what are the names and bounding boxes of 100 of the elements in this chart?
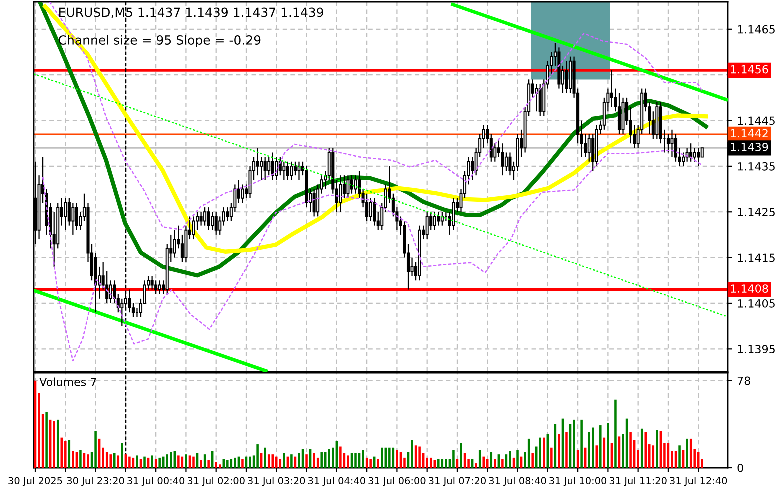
ref-line-label: 1.1439 [731, 142, 768, 152]
candlestick [508, 152, 512, 176]
candlestick [271, 152, 274, 181]
bar [509, 451, 512, 468]
candlestick [339, 175, 342, 213]
bar [136, 456, 138, 468]
candlestick [226, 207, 230, 222]
bar [482, 456, 485, 468]
candlestick [260, 156, 264, 181]
bar [445, 459, 448, 468]
bar [242, 459, 244, 468]
bar [151, 456, 154, 468]
candlestick [565, 60, 568, 94]
candlestick [433, 212, 436, 231]
bar [53, 421, 56, 468]
candlestick [256, 148, 260, 176]
candlestick [241, 184, 244, 204]
bar [539, 438, 542, 468]
y-tick-label: 1.1435 [738, 162, 775, 171]
bar [283, 453, 286, 468]
candlestick [214, 212, 218, 236]
bar [434, 460, 436, 468]
x-tick-label: 31 Jul 04:40 [308, 477, 366, 486]
candlestick [207, 207, 210, 231]
candlestick [482, 124, 486, 149]
x-tick-label: 31 Jul 00:40 [128, 477, 185, 486]
bar [362, 450, 364, 468]
y-tick-label: 1.1465 [738, 25, 775, 34]
candlestick [64, 198, 68, 231]
candlestick [268, 156, 271, 176]
y-tick-label: 1.1445 [738, 116, 775, 126]
candlestick [693, 148, 696, 162]
candlestick [180, 234, 184, 263]
candlestick [366, 193, 369, 222]
candlestick [670, 129, 674, 158]
bar [185, 454, 188, 468]
bar [573, 420, 576, 468]
bar [486, 459, 489, 468]
bar [438, 459, 440, 468]
candlestick [150, 276, 154, 290]
chart-title: Volumes 7 [40, 378, 96, 386]
bar [192, 456, 195, 468]
bar [200, 460, 202, 468]
bar [264, 448, 266, 468]
bar [215, 462, 218, 468]
candlestick [211, 212, 214, 231]
y-tick-label: 1.1415 [738, 254, 775, 262]
bar [340, 446, 342, 468]
bar [144, 456, 146, 468]
bar [313, 453, 316, 468]
bar [550, 448, 553, 468]
candlestick [286, 161, 290, 181]
bar [320, 452, 323, 468]
bar [588, 432, 590, 468]
x-tick-label: 31 Jul 11:20 [610, 477, 667, 486]
y-tick-label: 78 [738, 376, 750, 386]
bar [256, 444, 259, 468]
ref-line-label: 1.1408 [731, 284, 768, 293]
candlestick [237, 180, 240, 204]
bar [418, 446, 421, 468]
bar [117, 456, 120, 468]
candlestick [204, 207, 207, 226]
candlestick [674, 134, 678, 162]
bar [306, 454, 308, 468]
bar [614, 400, 617, 468]
bar [494, 459, 496, 468]
bar [113, 453, 116, 468]
bar [607, 423, 610, 468]
x-tick-label: 31 Jul 02:00 [188, 477, 245, 486]
candlestick [697, 148, 700, 167]
bar [272, 454, 274, 468]
y-tick-label: 1.1425 [738, 208, 775, 217]
bar [208, 460, 210, 468]
x-tick-label: 30 Jul 2025 [8, 477, 62, 486]
candlestick [471, 156, 474, 181]
bar [370, 459, 372, 468]
bar [87, 454, 90, 468]
bar [460, 443, 462, 468]
bar [452, 450, 455, 468]
bar [678, 446, 681, 468]
bar [532, 453, 534, 468]
candlestick [113, 280, 116, 304]
bar [166, 454, 169, 468]
bar [234, 458, 236, 468]
candlestick [538, 84, 542, 117]
candlestick [437, 212, 440, 226]
bar [218, 464, 222, 468]
bar [543, 438, 546, 468]
y-tick-label: 0 [738, 464, 744, 472]
y-tick-label: 1.1405 [738, 299, 775, 308]
bar [630, 432, 632, 468]
candlestick [700, 148, 704, 158]
y-tick-label: 1.1395 [738, 345, 775, 354]
candlestick [192, 216, 196, 240]
candlestick [298, 161, 301, 181]
bar [600, 426, 602, 468]
bar [158, 458, 161, 468]
candlestick [426, 212, 429, 240]
candlestick [154, 280, 158, 295]
candlestick [501, 143, 504, 176]
